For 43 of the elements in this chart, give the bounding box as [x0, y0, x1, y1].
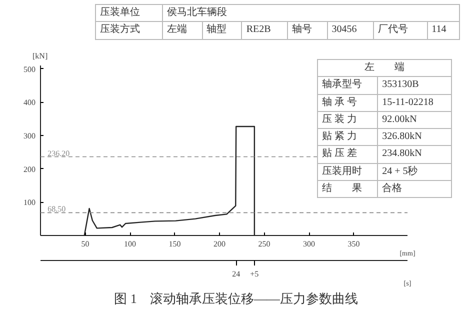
text: 左端 [162, 22, 202, 40]
text: 厂代号 [374, 22, 428, 40]
text: 轴型 [202, 22, 242, 40]
annotation: 压装用时 [318, 163, 378, 180]
x-tick-label: 350 [348, 240, 360, 248]
ref-line-label: 236.20 [48, 148, 70, 158]
text: 轴号 [288, 22, 328, 40]
annotation: 234.80kN [378, 146, 452, 164]
ref-line-label: 68.50 [48, 204, 66, 214]
text: 压装单位 [96, 4, 163, 22]
y-tick-label: 400 [24, 98, 36, 108]
annotation: 92.00kN [378, 111, 452, 129]
annotation: 压 装 力 [318, 111, 378, 129]
x-tick-label: 200 [214, 240, 226, 248]
annotation: 合格 [378, 180, 452, 198]
annotation: 轴 承 号 [318, 94, 378, 112]
annotation: 326.80kN [378, 128, 452, 146]
y-tick-label: 300 [24, 132, 36, 140]
x-tick-label: 250 [258, 240, 270, 248]
text: 30456 [327, 22, 374, 40]
annotation: 左 端 [318, 60, 452, 77]
y-tick-label: 200 [24, 164, 36, 174]
annotation: 24 + 5秒 [378, 163, 452, 180]
text: 114 [427, 22, 460, 40]
x-tick-label: 300 [303, 240, 316, 248]
y-axis-title: [kN] [32, 52, 48, 60]
caption: 图 1 滚动轴承压装位移——压力参数曲线 [113, 290, 359, 308]
x-tick-label: 150 [168, 240, 181, 248]
text: RE2B [242, 22, 288, 40]
annotation: 轴承型号 [318, 76, 378, 94]
text: +5 [250, 270, 259, 278]
annotation: 353130B [378, 76, 452, 94]
y-tick-label: 100 [24, 198, 36, 208]
text: 压装方式 [96, 22, 163, 40]
text: 侯马北车辆段 [162, 4, 460, 22]
x-tick-label: 50 [81, 240, 90, 248]
x-tick-label: 100 [124, 240, 136, 248]
annotation: 15-11-02218 [378, 94, 452, 112]
y-tick-label: 500 [24, 64, 36, 74]
text: 24 [232, 270, 240, 278]
annotation: 结 果 [318, 180, 378, 198]
annotation: 贴 紧 力 [318, 128, 378, 146]
annotation: 贴 压 差 [318, 146, 378, 164]
